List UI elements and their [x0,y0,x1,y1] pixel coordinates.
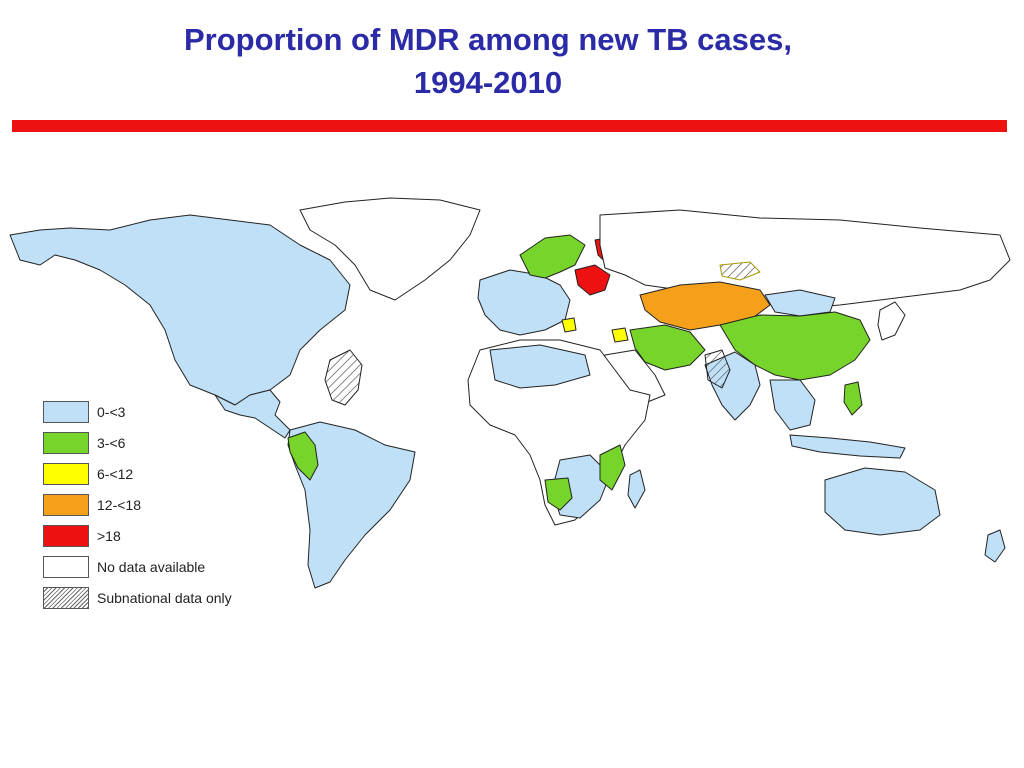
legend-label: No data available [97,559,205,575]
indonesia-region [790,435,905,458]
southeast-asia-region [770,380,815,430]
madagascar-region [628,470,645,508]
legend-label: 6-<12 [97,466,133,482]
balkans-yellow-region [562,318,576,332]
north-america-region [10,215,350,405]
legend-label: Subnational data only [97,590,232,606]
title-line-2: 1994-2010 [0,61,976,104]
legend-label: 0-<3 [97,404,125,420]
caucasus-yellow-region [612,328,628,342]
legend-swatch [43,463,89,485]
new-zealand-region [985,530,1005,562]
legend-label: 3-<6 [97,435,125,451]
red-divider-rule [12,120,1007,132]
legend-label: >18 [97,528,121,544]
baltic-red-region [575,265,610,295]
philippines-region [844,382,862,415]
japan-region [878,302,905,340]
legend-swatch [43,556,89,578]
australia-region [825,468,940,535]
legend-swatch [43,432,89,454]
legend-swatch [43,401,89,423]
title-line-1: Proportion of MDR among new TB cases, [0,18,976,61]
caribbean-hatched-region [325,350,362,405]
slide-title: Proportion of MDR among new TB cases, 19… [0,18,976,104]
legend-label: 12-<18 [97,497,141,513]
world-map [0,190,1024,610]
legend-swatch [43,494,89,516]
legend-swatch-hatched [43,587,89,609]
legend-swatch [43,525,89,547]
europe-region [478,270,570,335]
